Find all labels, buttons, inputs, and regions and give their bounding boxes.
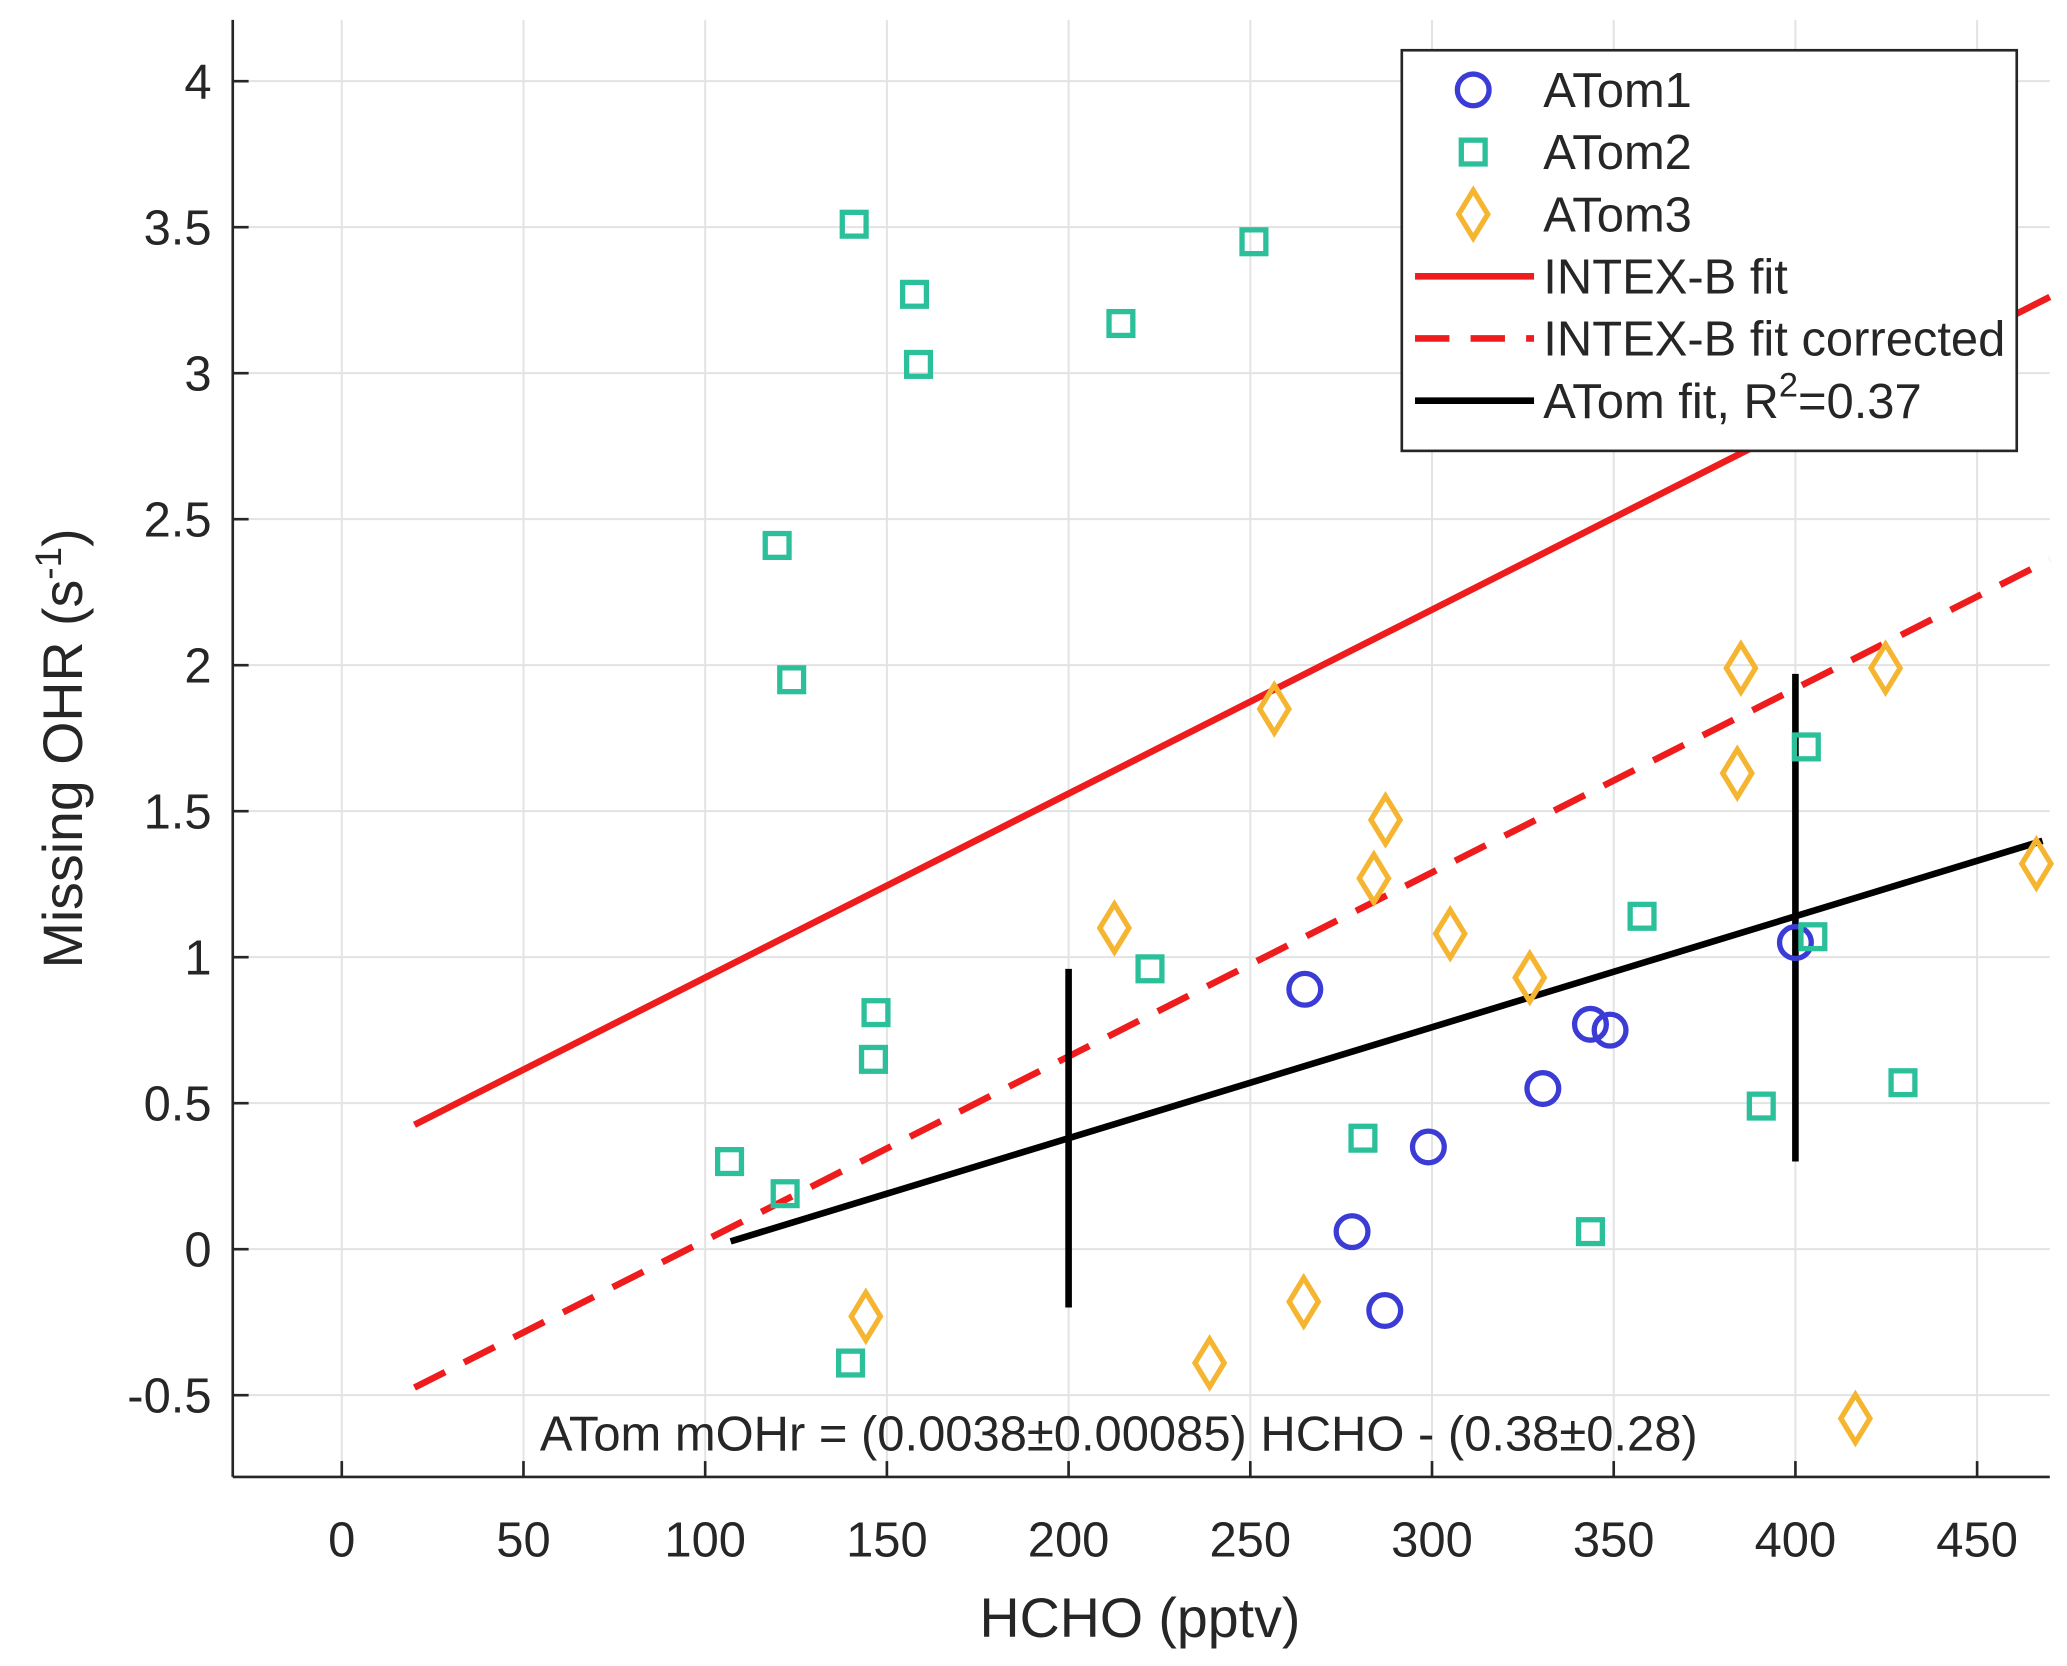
atom3-point — [1719, 744, 1755, 803]
atom1-point — [1591, 1011, 1629, 1049]
atom1-point — [1366, 1291, 1404, 1329]
atom3-point — [1356, 849, 1392, 908]
x-tick-label: 250 — [1209, 1513, 1291, 1567]
y-axis-label: Missing OHR (s-1) — [27, 528, 94, 968]
atom2-point — [1135, 954, 1165, 984]
y-tick-label: 4 — [184, 55, 211, 109]
fit-lines — [412, 293, 2052, 1391]
x-tick-label: 0 — [328, 1513, 355, 1567]
legend-label: INTEX-B fit — [1543, 251, 1788, 305]
atom3-point — [1723, 639, 1759, 697]
x-tick-label: 150 — [846, 1513, 928, 1567]
atom2-point — [839, 209, 869, 239]
atom2-point — [714, 1147, 745, 1177]
atom3-point — [1096, 899, 1133, 957]
legend-label-sup: 2 — [1779, 367, 1798, 405]
y-tick-label: 2.5 — [144, 493, 212, 547]
axes: 0 50 100 150 200 250 300 350 400 450 -0.5 0 0.5 1 1.5 2… — [127, 19, 2050, 1567]
atom3-point — [1367, 791, 1404, 849]
x-tick-label: 350 — [1573, 1513, 1655, 1567]
atom2-point — [836, 1348, 866, 1378]
atom2-point — [899, 279, 930, 309]
y-tick-label: 2 — [184, 639, 211, 693]
x-tick-label: 300 — [1391, 1513, 1473, 1567]
atom1-point — [1409, 1128, 1447, 1166]
atom2-point — [1627, 901, 1657, 931]
y-tick-label: 1 — [184, 931, 211, 985]
atom2-point — [1798, 922, 1828, 952]
atom2-point — [858, 1044, 888, 1074]
atom2-point — [1575, 1217, 1606, 1247]
atom2-point — [762, 530, 792, 560]
data-points — [714, 209, 2055, 1448]
atom3-point — [1867, 639, 1904, 697]
legend: ATom1 ATom2 ATom3 INTEX-B fit INTEX-B fit co… — [1400, 48, 2019, 453]
legend-label: ATom fit, R2=0.37 — [1543, 367, 1921, 429]
atom2-point — [1746, 1091, 1776, 1121]
legend-label: ATom1 — [1543, 64, 1692, 118]
x-tick-label: 50 — [496, 1513, 550, 1567]
atom3-point — [1286, 1272, 1322, 1331]
atom2-point — [1106, 308, 1136, 339]
legend-box — [1400, 48, 2019, 453]
atom3-point — [1512, 948, 1548, 1007]
legend-diamond-icon — [1455, 185, 1491, 244]
atom2-point — [1239, 227, 1269, 257]
legend-label-text: ATom fit, R — [1543, 375, 1779, 429]
atom2-point — [1888, 1068, 1918, 1098]
legend-label: ATom3 — [1543, 188, 1692, 242]
x-tick-label: 100 — [664, 1513, 746, 1567]
atom2-point — [777, 665, 807, 695]
annotation: ATom mOHr = (0.0038±0.00085) HCHO - (0.3… — [540, 1407, 1698, 1461]
atom1-point — [1571, 1005, 1609, 1043]
atom3-point — [2018, 834, 2055, 893]
x-tick-label: 400 — [1755, 1513, 1837, 1567]
atom1-point — [1776, 924, 1814, 962]
atom3-point — [1837, 1389, 1874, 1448]
y-tick-label: -0.5 — [127, 1369, 211, 1423]
atom2-point — [1791, 732, 1821, 762]
legend-label: INTEX-B fit corrected — [1543, 313, 2005, 367]
atom2-point — [861, 998, 891, 1028]
atom1-point — [1524, 1070, 1562, 1108]
atom3-point — [848, 1287, 884, 1346]
y-tick-label: 1.5 — [144, 785, 212, 839]
fit-line — [412, 556, 2052, 1391]
legend-label-text: INTEX-B fit corrected — [1543, 313, 2005, 367]
atom2-point — [1348, 1123, 1378, 1153]
x-axis-label: HCHO (pptv) — [980, 1587, 1301, 1649]
x-tick-label: 450 — [1936, 1513, 2018, 1567]
y-tick-label: 0 — [184, 1223, 211, 1277]
fit-line — [729, 837, 2044, 1245]
legend-label-end: =0.37 — [1798, 375, 1922, 429]
legend-square-icon — [1458, 137, 1488, 167]
legend-circle-icon — [1454, 71, 1492, 109]
y-tick-label: 3 — [184, 347, 211, 401]
atom1-point — [1333, 1213, 1371, 1251]
x-tick-label: 200 — [1028, 1513, 1110, 1567]
atom2-point — [770, 1179, 800, 1209]
y-tick-label: 0.5 — [144, 1077, 212, 1131]
y-tick-label: 3.5 — [144, 201, 212, 255]
atom3-point — [1191, 1334, 1228, 1392]
atom3-point — [1432, 904, 1468, 963]
legend-label: ATom2 — [1543, 126, 1692, 180]
legend-label-text: INTEX-B fit — [1543, 251, 1788, 305]
atom2-point — [903, 349, 934, 379]
atom1-point — [1286, 970, 1324, 1008]
atom3-point — [1256, 680, 1292, 738]
